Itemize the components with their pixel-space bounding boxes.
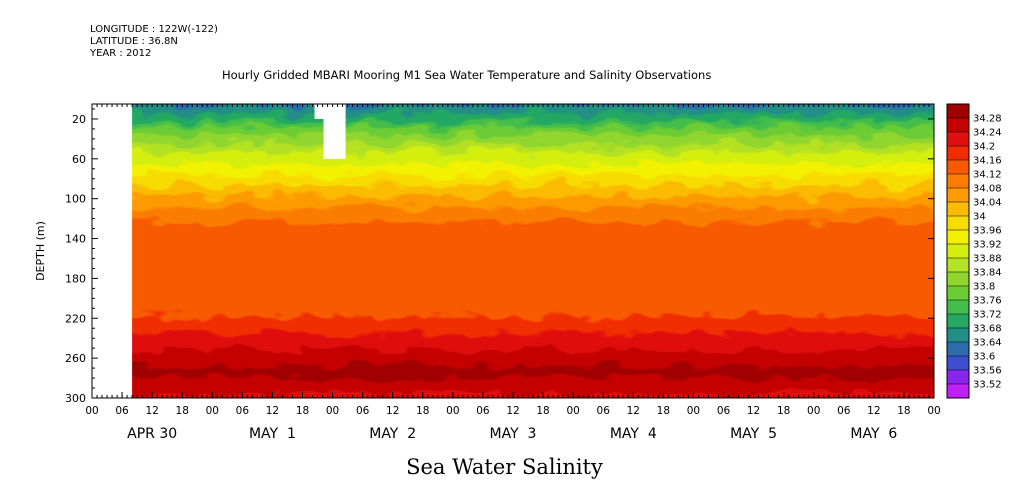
x-tick-label: 06 [476,405,490,417]
colorbar-label: 33.84 [973,268,1002,279]
colorbar-label: 34.08 [973,184,1002,195]
x-tick-label: 12 [867,405,880,417]
x-day-label: MAY 5 [730,426,777,442]
y-tick-label: 180 [65,272,86,285]
y-tick-label: 220 [65,312,86,325]
colorbar-swatch [947,202,969,217]
x-tick-label: 00 [85,405,98,417]
colorbar-swatch [947,244,969,259]
colorbar-swatch [947,328,969,343]
colorbar-label: 33.92 [973,240,1002,251]
colorbar-label: 34.12 [973,170,1002,181]
no-data-region [92,104,133,398]
colorbar-label: 33.72 [973,310,1002,321]
x-day-label: MAY 2 [369,426,416,442]
x-tick-label: 18 [657,405,670,417]
x-tick-label: 12 [506,405,519,417]
salinity-field [112,104,934,398]
colorbar-label: 34.24 [973,128,1002,139]
colorbar-label: 33.8 [973,282,995,293]
x-tick-label: 00 [326,405,339,417]
y-tick-label: 260 [65,352,86,365]
colorbar-swatch [947,300,969,315]
colorbar-swatch [947,272,969,287]
x-tick-label: 18 [777,405,790,417]
colorbar-label: 34 [973,212,986,223]
colorbar-swatch [947,370,969,385]
x-tick-label: 00 [687,405,700,417]
colorbar-swatch [947,258,969,273]
colorbar-swatch [947,188,969,203]
colorbar-label: 34.04 [973,198,1002,209]
colorbar-label: 33.96 [973,226,1002,237]
x-tick-label: 06 [236,405,250,417]
colorbar-swatch [947,342,969,357]
x-day-label: MAY 1 [249,426,296,442]
x-tick-label: 06 [717,405,731,417]
colorbar-label: 34.28 [973,114,1002,125]
metadata-block: LONGITUDE : 122W(-122) LATITUDE : 36.8N … [90,24,218,60]
x-tick-label: 12 [627,405,640,417]
x-day-label: MAY 3 [490,426,537,442]
colorbar-label: 34.16 [973,156,1002,167]
colorbar-label: 33.56 [973,366,1002,377]
colorbar-label: 33.88 [973,254,1002,265]
x-tick-label: 18 [416,405,429,417]
colorbar-label: 34.2 [973,142,995,153]
x-tick-label: 18 [536,405,549,417]
salinity-field-group [112,104,934,398]
x-tick-label: 06 [115,405,129,417]
chart-title: Hourly Gridded MBARI Mooring M1 Sea Wate… [222,68,712,82]
year-label: YEAR : 2012 [90,48,152,59]
x-tick-label: 12 [266,405,279,417]
colorbar-label: 33.64 [973,338,1002,349]
y-tick-label: 60 [72,153,86,166]
latitude-label: LATITUDE : 36.8N [90,36,178,47]
x-day-label: MAY 4 [610,426,657,442]
x-tick-label: 00 [927,405,940,417]
colorbar-swatch [947,286,969,301]
x-tick-label: 06 [597,405,611,417]
missing-data-block [323,104,346,159]
chart-caption: Sea Water Salinity [406,455,603,479]
x-tick-label: 12 [747,405,760,417]
colorbar-swatch [947,356,969,371]
x-tick-label: 18 [897,405,910,417]
x-tick-label: 12 [386,405,399,417]
colorbar-swatch [947,384,969,399]
x-tick-label: 06 [837,405,851,417]
x-day-label: APR 30 [127,426,177,442]
x-tick-label: 06 [356,405,370,417]
colorbar-label: 33.52 [973,380,1002,391]
colorbar-swatch [947,230,969,245]
x-tick-label: 18 [176,405,189,417]
x-tick-label: 00 [566,405,579,417]
y-tick-label: 140 [65,233,86,246]
x-day-label: MAY 6 [850,426,897,442]
colorbar-swatch [947,160,969,175]
colorbar-swatch [947,132,969,147]
x-tick-label: 00 [446,405,459,417]
colorbar-label: 33.76 [973,296,1002,307]
y-axis-label: DEPTH (m) [34,221,47,281]
x-tick-label: 12 [145,405,158,417]
x-tick-label: 00 [807,405,820,417]
colorbar-swatch [947,216,969,231]
colorbar-swatch [947,314,969,329]
colorbar-swatch [947,146,969,161]
colorbar-swatch [947,104,969,119]
colorbar-label: 33.68 [973,324,1002,335]
colorbar-label: 33.6 [973,352,995,363]
longitude-label: LONGITUDE : 122W(-122) [90,24,218,35]
x-tick-label: 00 [206,405,219,417]
colorbar-swatch [947,174,969,189]
x-tick-label: 18 [296,405,309,417]
y-tick-label: 300 [65,392,86,405]
colorbar-swatch [947,118,969,133]
colorbar-frame [946,103,970,399]
y-tick-label: 20 [72,113,86,126]
y-tick-label: 100 [65,193,86,206]
